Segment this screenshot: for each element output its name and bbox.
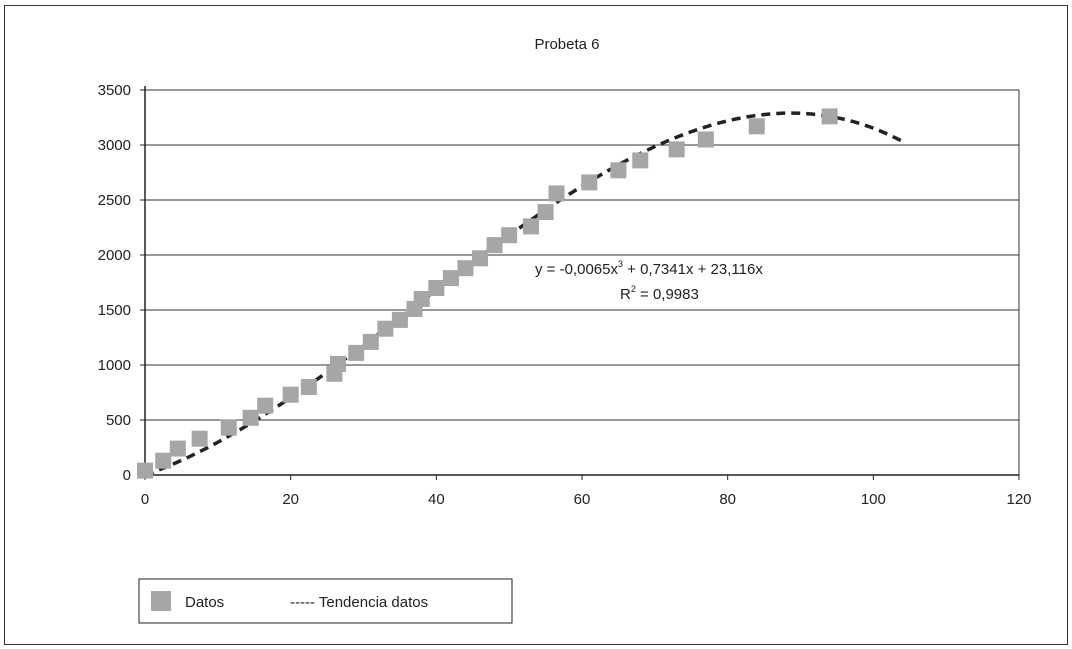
legend-label-tendencia: ----- Tendencia datos: [290, 594, 428, 611]
data-point: [257, 397, 274, 414]
trend-equation: y = -0,0065x3 + 0,7341x + 23,116x: [535, 259, 763, 278]
data-point: [457, 260, 474, 277]
data-point: [137, 462, 153, 479]
data-point: [282, 386, 299, 403]
y-tick-labels: 0 500 1000 1500 2000 2500 3000 3500: [98, 82, 131, 484]
y-tick-label-500: 500: [106, 412, 131, 429]
data-point: [537, 204, 554, 221]
data-point: [155, 452, 172, 469]
legend-box: [138, 578, 513, 624]
data-point: [413, 291, 430, 307]
data-point: [391, 311, 408, 328]
x-tick-label-80: 80: [719, 491, 736, 508]
legend-label-datos: Datos: [185, 594, 224, 611]
x-tick-label-40: 40: [428, 491, 445, 508]
legend: Datos ----- Tendencia datos: [138, 578, 513, 624]
y-tick-label-3000: 3000: [98, 137, 131, 154]
y-tick-label-3500: 3500: [98, 82, 131, 99]
data-point: [610, 162, 627, 179]
data-point: [821, 108, 838, 125]
y-tick-label-2500: 2500: [98, 192, 131, 209]
x-tick-label-120: 120: [1006, 491, 1031, 508]
x-tick-labels: 0 20 40 60 80 100 120: [141, 491, 1032, 508]
data-point: [748, 118, 765, 135]
data-point: [548, 185, 565, 202]
data-point: [330, 355, 347, 372]
data-point: [472, 250, 489, 267]
r-squared: R2 = 0,9983: [620, 284, 699, 303]
data-point: [377, 320, 394, 337]
data-point: [169, 440, 186, 457]
chart-title: Probeta 6: [534, 36, 599, 53]
data-point: [242, 409, 259, 426]
data-point: [581, 174, 598, 191]
data-point: [428, 280, 445, 296]
data-point: [523, 218, 540, 235]
y-tick-label-1500: 1500: [98, 302, 131, 319]
x-tick-label-0: 0: [141, 491, 149, 508]
x-tick-label-60: 60: [574, 491, 591, 508]
data-point: [501, 227, 518, 244]
x-tick-label-100: 100: [861, 491, 886, 508]
y-tick-label-2000: 2000: [98, 247, 131, 264]
legend-marker-datos: [151, 591, 171, 611]
y-tick-label-1000: 1000: [98, 357, 131, 374]
data-point: [300, 379, 317, 395]
data-point: [348, 344, 365, 361]
data-point: [191, 430, 208, 447]
data-point: [697, 131, 714, 148]
data-point: [362, 333, 379, 350]
data-point: [442, 270, 459, 287]
gridlines: [145, 89, 1020, 475]
data-point: [668, 141, 685, 158]
data-point: [486, 237, 503, 254]
data-point: [220, 419, 237, 436]
trendline: [144, 111, 904, 477]
data-point: [632, 152, 649, 169]
chart-frame: [4, 5, 1068, 645]
y-tick-label-0: 0: [123, 467, 131, 484]
data-points: [137, 108, 838, 479]
x-tick-label-20: 20: [282, 491, 299, 508]
